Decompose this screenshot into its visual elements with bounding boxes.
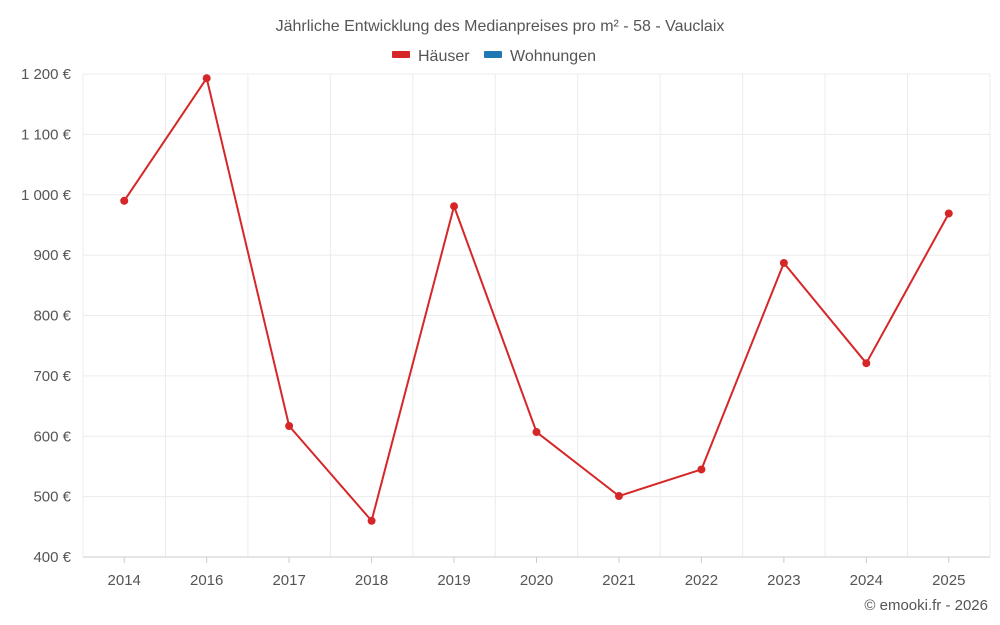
x-axis-ticks: 2014 2016 2017 2018 2019 2020 2021 2022 2023 2024… xyxy=(108,557,965,589)
data-point[interactable] xyxy=(450,202,459,211)
data-point[interactable] xyxy=(285,421,294,430)
x-tick-label: 2016 xyxy=(190,572,223,589)
y-tick-label: 800 € xyxy=(33,308,71,325)
legend-item-apartments[interactable]: Wohnungen xyxy=(484,48,596,65)
x-tick-label: 2020 xyxy=(520,572,553,589)
x-tick-label: 2024 xyxy=(850,572,883,589)
y-tick-label: 400 € xyxy=(33,549,71,566)
data-point[interactable] xyxy=(202,74,211,83)
data-point[interactable] xyxy=(614,492,623,501)
data-point[interactable] xyxy=(862,359,871,368)
x-tick-label: 2018 xyxy=(355,572,388,589)
y-tick-label: 700 € xyxy=(33,368,71,385)
x-tick-label: 2023 xyxy=(767,572,800,589)
series xyxy=(120,74,953,525)
data-point[interactable] xyxy=(944,209,953,218)
data-point[interactable] xyxy=(367,516,376,525)
y-tick-label: 1 100 € xyxy=(21,126,72,143)
y-tick-label: 1 000 € xyxy=(21,187,72,204)
legend-swatch-apartments xyxy=(484,51,502,58)
data-point[interactable] xyxy=(697,465,706,474)
y-axis-ticks: 400 € 500 € 600 € 700 € 800 € 900 € 1 000 € 1 1… xyxy=(21,66,72,566)
x-tick-label: 2021 xyxy=(602,572,635,589)
x-tick-label: 2025 xyxy=(932,572,965,589)
grid xyxy=(82,73,991,557)
legend-label-houses: Häuser xyxy=(418,48,470,65)
x-tick-label: 2017 xyxy=(272,572,305,589)
data-point[interactable] xyxy=(532,428,541,437)
y-tick-label: 500 € xyxy=(33,489,71,506)
x-tick-label: 2022 xyxy=(685,572,718,589)
data-point[interactable] xyxy=(779,258,788,267)
data-point[interactable] xyxy=(120,196,129,205)
y-tick-label: 1 200 € xyxy=(21,66,72,83)
y-tick-label: 600 € xyxy=(33,428,71,445)
x-tick-label: 2019 xyxy=(437,572,470,589)
credit-text: © emooki.fr - 2026 xyxy=(864,597,988,614)
legend: Häuser Wohnungen xyxy=(392,48,596,65)
chart-title: Jährliche Entwicklung des Medianpreises … xyxy=(276,18,725,35)
legend-item-houses[interactable]: Häuser xyxy=(392,48,470,65)
legend-label-apartments: Wohnungen xyxy=(510,48,596,65)
legend-swatch-houses xyxy=(392,51,410,58)
y-tick-label: 900 € xyxy=(33,247,71,264)
x-tick-label: 2014 xyxy=(108,572,141,589)
